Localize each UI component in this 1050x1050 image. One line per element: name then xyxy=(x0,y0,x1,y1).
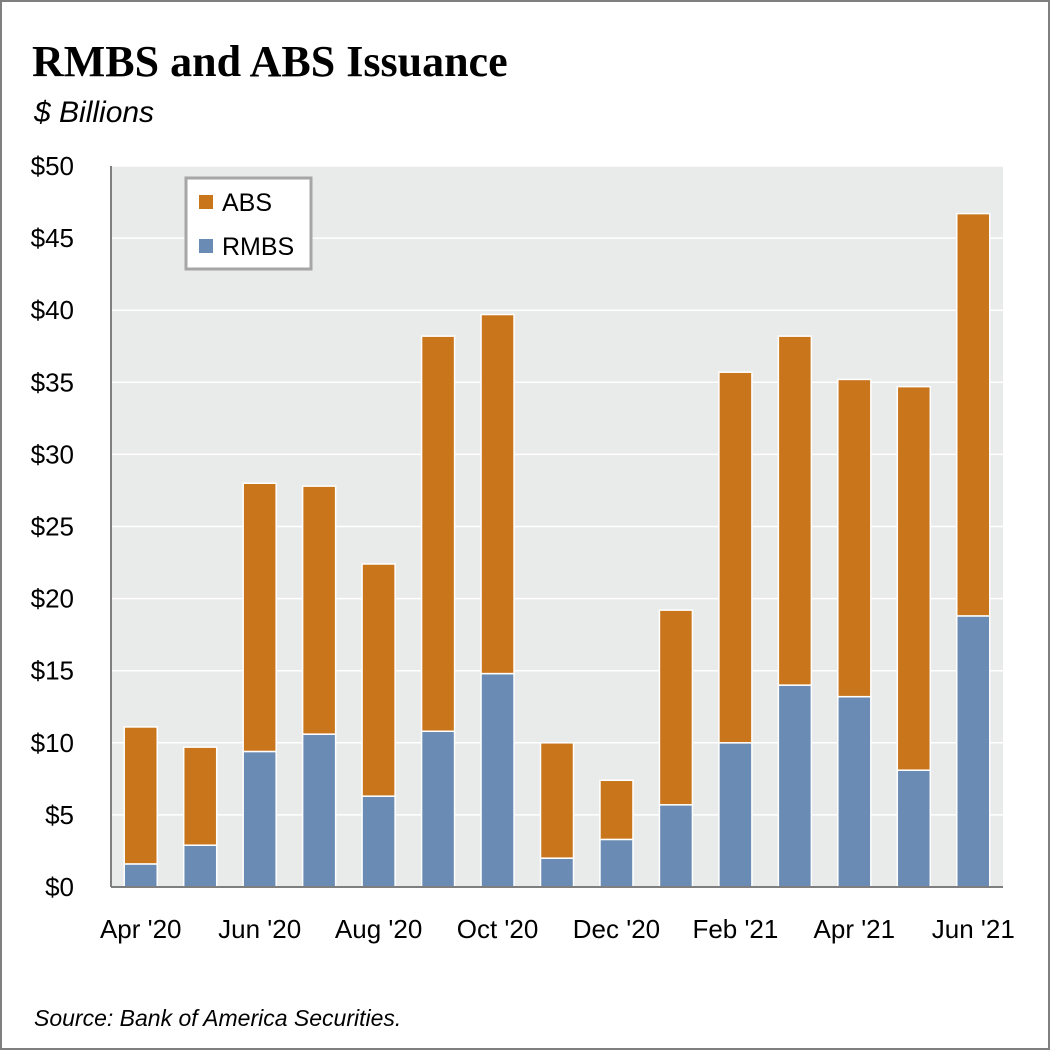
bar-abs xyxy=(956,212,991,617)
bar-rmbs xyxy=(718,742,753,888)
y-tick-label: $20 xyxy=(31,584,74,614)
y-tick-label: $40 xyxy=(31,295,74,325)
bars-group xyxy=(123,212,991,888)
y-tick-label: $35 xyxy=(31,367,74,397)
y-tick-label: $30 xyxy=(31,439,74,469)
bar-rmbs xyxy=(420,730,456,888)
bar-rmbs xyxy=(301,733,337,888)
legend-label-abs: ABS xyxy=(222,189,272,217)
x-tick-label: Dec '20 xyxy=(573,914,660,944)
x-tick-label: Apr '20 xyxy=(100,914,182,944)
bar-abs xyxy=(718,371,753,744)
bar-abs xyxy=(599,779,634,841)
bar-rmbs xyxy=(837,695,872,888)
y-tick-label: $15 xyxy=(31,656,74,686)
legend-label-rmbs: RMBS xyxy=(222,233,294,261)
y-tick-label: $5 xyxy=(45,800,74,830)
bar-rmbs xyxy=(182,844,218,888)
x-tick-label: Apr '21 xyxy=(814,914,896,944)
y-tick-label: $50 xyxy=(31,151,74,181)
x-tick-label: Feb '21 xyxy=(692,914,778,944)
bar-abs xyxy=(301,485,337,735)
bar-rmbs xyxy=(896,769,932,888)
bar-abs xyxy=(123,726,158,865)
bar-rmbs xyxy=(242,750,277,888)
legend: ABS RMBS xyxy=(184,176,313,271)
chart-subtitle: $ Billions xyxy=(34,96,155,129)
bar-rmbs xyxy=(361,795,396,888)
bar-rmbs xyxy=(777,684,813,888)
x-tick-label: Aug '20 xyxy=(335,914,422,944)
bar-abs xyxy=(420,335,456,733)
bar-rmbs xyxy=(480,672,515,888)
x-tick-labels: Apr '20 Jun '20 Aug '20 Oct '20 Dec '20 Feb '… xyxy=(100,914,1015,944)
x-tick-label: Jun '21 xyxy=(932,914,1015,944)
bar-abs xyxy=(182,746,218,846)
y-tick-label: $10 xyxy=(31,728,74,758)
bar-rmbs xyxy=(539,857,575,888)
bar-abs xyxy=(361,563,396,797)
bar-abs xyxy=(480,313,515,675)
bar-rmbs xyxy=(956,615,991,888)
bar-rmbs xyxy=(599,838,634,888)
source-note: Source: Bank of America Securities. xyxy=(34,1005,402,1031)
chart-title: RMBS and ABS Issuance xyxy=(32,37,508,86)
legend-swatch-abs xyxy=(199,195,213,209)
y-tick-labels: $0 $5 $10 $15 $20 $25 $30 $35 $40 $45 $50 xyxy=(31,151,74,902)
x-tick-label: Jun '20 xyxy=(218,914,301,944)
bar-abs xyxy=(242,482,277,753)
legend-box xyxy=(184,176,313,271)
bar-abs xyxy=(896,385,932,771)
bar-abs xyxy=(837,378,872,698)
y-tick-label: $0 xyxy=(45,872,74,902)
y-tick-label: $25 xyxy=(31,512,74,542)
bar-abs xyxy=(539,742,575,859)
x-tick-label: Oct '20 xyxy=(457,914,539,944)
bar-abs xyxy=(658,609,694,806)
legend-swatch-rmbs xyxy=(199,239,213,253)
y-tick-label: $45 xyxy=(31,223,74,253)
bar-rmbs xyxy=(123,863,158,888)
bar-rmbs xyxy=(658,804,694,888)
bar-abs xyxy=(777,335,813,686)
axes-group xyxy=(110,166,1003,888)
